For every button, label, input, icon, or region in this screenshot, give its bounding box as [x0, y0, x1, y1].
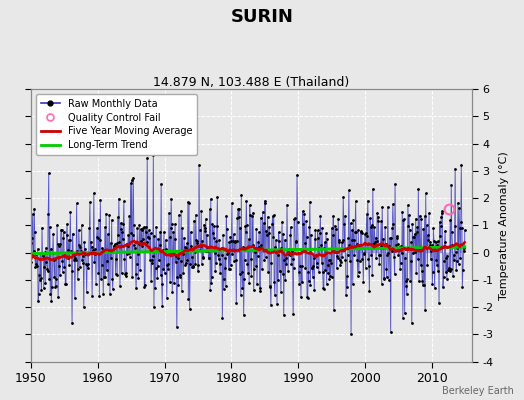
- Text: SURIN: SURIN: [231, 8, 293, 26]
- Y-axis label: Temperature Anomaly (°C): Temperature Anomaly (°C): [499, 151, 509, 300]
- Title: 14.879 N, 103.488 E (Thailand): 14.879 N, 103.488 E (Thailand): [153, 76, 350, 89]
- Text: Berkeley Earth: Berkeley Earth: [442, 386, 514, 396]
- Legend: Raw Monthly Data, Quality Control Fail, Five Year Moving Average, Long-Term Tren: Raw Monthly Data, Quality Control Fail, …: [36, 94, 197, 155]
